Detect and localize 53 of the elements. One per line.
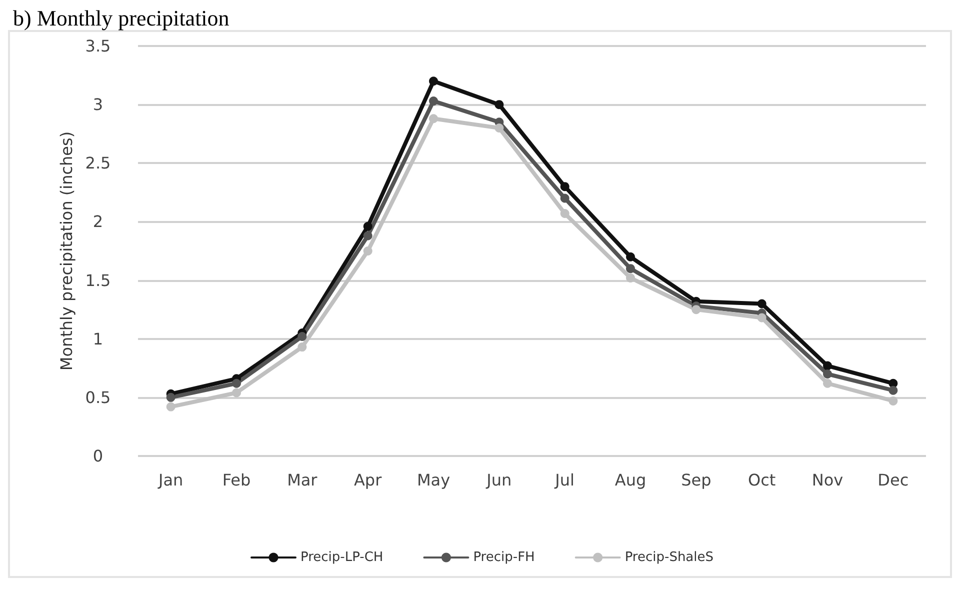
y-tick-label: 3 bbox=[92, 95, 104, 114]
x-tick-label: Apr bbox=[354, 470, 382, 490]
x-tick-label: Dec bbox=[878, 470, 909, 490]
point bbox=[626, 264, 635, 274]
point bbox=[363, 246, 372, 256]
x-tick-label: Mar bbox=[287, 470, 318, 490]
x-tick-label: Sep bbox=[681, 470, 712, 490]
x-tick-label: Jul bbox=[554, 470, 574, 490]
point bbox=[692, 305, 701, 314]
point bbox=[560, 182, 570, 192]
point bbox=[823, 370, 832, 378]
point bbox=[429, 96, 438, 106]
legend-label: Precip-ShaleS bbox=[624, 550, 714, 565]
x-tick-label: Aug bbox=[614, 470, 646, 490]
y-tick-label: 0 bbox=[92, 446, 104, 466]
point bbox=[757, 313, 766, 322]
point bbox=[429, 114, 438, 124]
y-tick-label: 2 bbox=[92, 212, 104, 232]
y-tick-label: 2.5 bbox=[85, 154, 111, 173]
point bbox=[232, 388, 241, 398]
x-tick-label: Nov bbox=[812, 470, 844, 490]
point bbox=[429, 76, 438, 86]
point bbox=[232, 378, 241, 388]
point bbox=[560, 194, 570, 203]
legend-label: Precip-LP-CH bbox=[300, 550, 384, 565]
x-tick-label: Feb bbox=[222, 470, 251, 490]
x-tick-label: May bbox=[416, 470, 450, 490]
legend-label: Precip-FH bbox=[473, 550, 535, 565]
point bbox=[494, 124, 504, 132]
point bbox=[298, 332, 307, 342]
x-tick-label: Oct bbox=[748, 470, 776, 490]
chart-title: b) Monthly precipitation bbox=[13, 6, 230, 30]
point bbox=[626, 252, 635, 262]
point bbox=[363, 231, 372, 240]
point bbox=[823, 361, 832, 370]
point bbox=[494, 100, 504, 110]
y-tick-label: 1 bbox=[92, 329, 104, 348]
point bbox=[888, 386, 898, 395]
y-tick-label: 1.5 bbox=[85, 270, 111, 290]
point bbox=[888, 396, 898, 406]
point bbox=[757, 299, 766, 308]
x-tick-label: Jun bbox=[486, 470, 512, 490]
point bbox=[363, 222, 372, 231]
x-tick-label: Jan bbox=[157, 470, 184, 490]
y-axis-title: Monthly precipitation (inches) bbox=[56, 131, 76, 371]
point bbox=[823, 378, 832, 388]
point bbox=[626, 273, 635, 282]
point bbox=[560, 209, 570, 218]
point bbox=[166, 392, 176, 402]
point bbox=[166, 402, 176, 412]
y-tick-label: 3.5 bbox=[85, 36, 111, 56]
point bbox=[298, 342, 307, 352]
y-tick-label: 0.5 bbox=[85, 388, 111, 407]
